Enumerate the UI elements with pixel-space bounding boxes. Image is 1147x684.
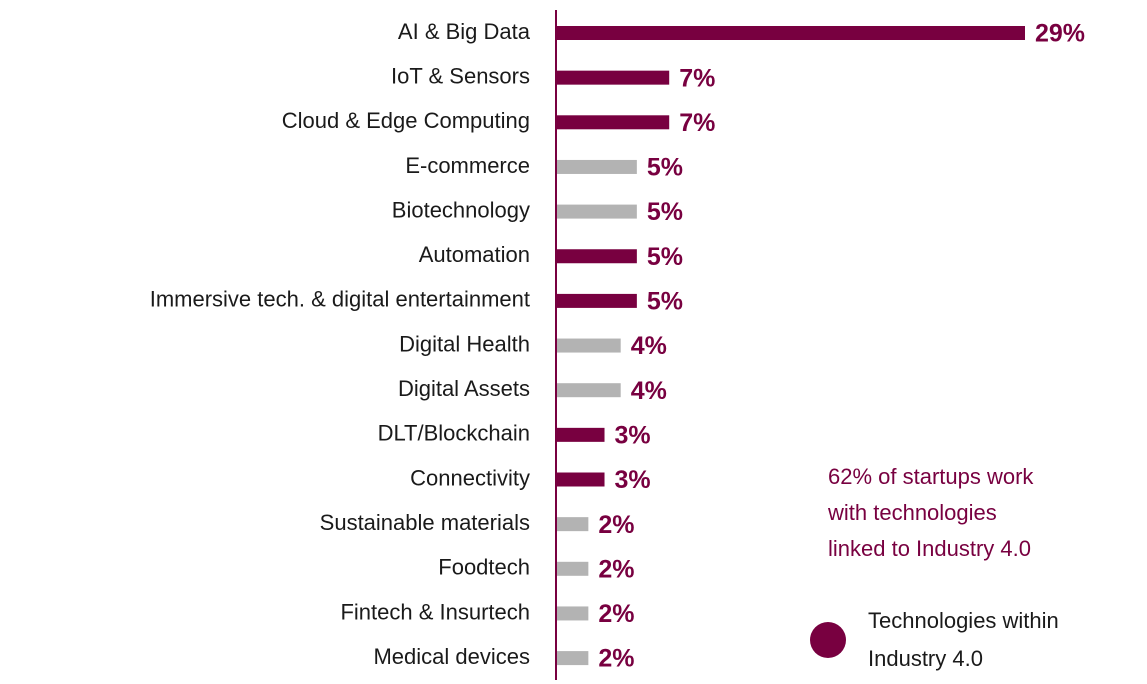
bar <box>556 561 589 576</box>
bar <box>556 472 605 487</box>
annotation: 62% of startups work <box>828 464 1034 489</box>
value-label: 4% <box>631 377 667 405</box>
category-label: Foodtech <box>438 555 530 580</box>
value-label: 29% <box>1035 20 1085 48</box>
bar <box>556 70 670 85</box>
category-label: Sustainable materials <box>320 510 530 535</box>
category-label: Connectivity <box>410 465 530 490</box>
category-label: Medical devices <box>373 644 530 669</box>
bar <box>556 383 621 398</box>
bar <box>556 26 1025 40</box>
value-label: 5% <box>647 198 683 226</box>
value-label: 2% <box>598 645 634 673</box>
bar <box>556 338 621 353</box>
bar <box>556 517 589 532</box>
annotation: with technologies <box>827 500 997 525</box>
legend-label: Industry 4.0 <box>868 646 983 671</box>
bar <box>556 204 637 219</box>
value-label: 2% <box>598 555 634 583</box>
bar <box>556 115 670 130</box>
category-label: Fintech & Insurtech <box>340 599 530 624</box>
category-label: AI & Big Data <box>398 19 531 44</box>
value-label: 4% <box>631 332 667 360</box>
category-label: Biotechnology <box>392 197 530 222</box>
category-label: DLT/Blockchain <box>378 421 530 446</box>
bar <box>556 293 637 308</box>
category-label: Digital Assets <box>398 376 530 401</box>
category-label: IoT & Sensors <box>391 63 530 88</box>
value-label: 7% <box>679 109 715 137</box>
value-label: 2% <box>598 511 634 539</box>
value-label: 5% <box>647 154 683 182</box>
bar <box>556 651 589 666</box>
value-label: 7% <box>679 64 715 92</box>
value-label: 5% <box>647 288 683 316</box>
category-label: Digital Health <box>399 331 530 356</box>
value-label: 3% <box>615 421 651 449</box>
category-label: Cloud & Edge Computing <box>282 108 530 133</box>
category-label: E-commerce <box>405 153 530 178</box>
bar <box>556 427 605 442</box>
category-label: Automation <box>419 242 530 267</box>
annotation: linked to Industry 4.0 <box>828 536 1031 561</box>
legend-label: Technologies within <box>868 608 1059 633</box>
bar <box>556 159 637 174</box>
legend-marker <box>810 622 846 658</box>
value-label: 5% <box>647 243 683 271</box>
bar <box>556 249 637 264</box>
category-label: Immersive tech. & digital entertainment <box>150 287 530 312</box>
value-label: 3% <box>615 466 651 494</box>
bar <box>556 606 589 621</box>
value-label: 2% <box>598 600 634 628</box>
